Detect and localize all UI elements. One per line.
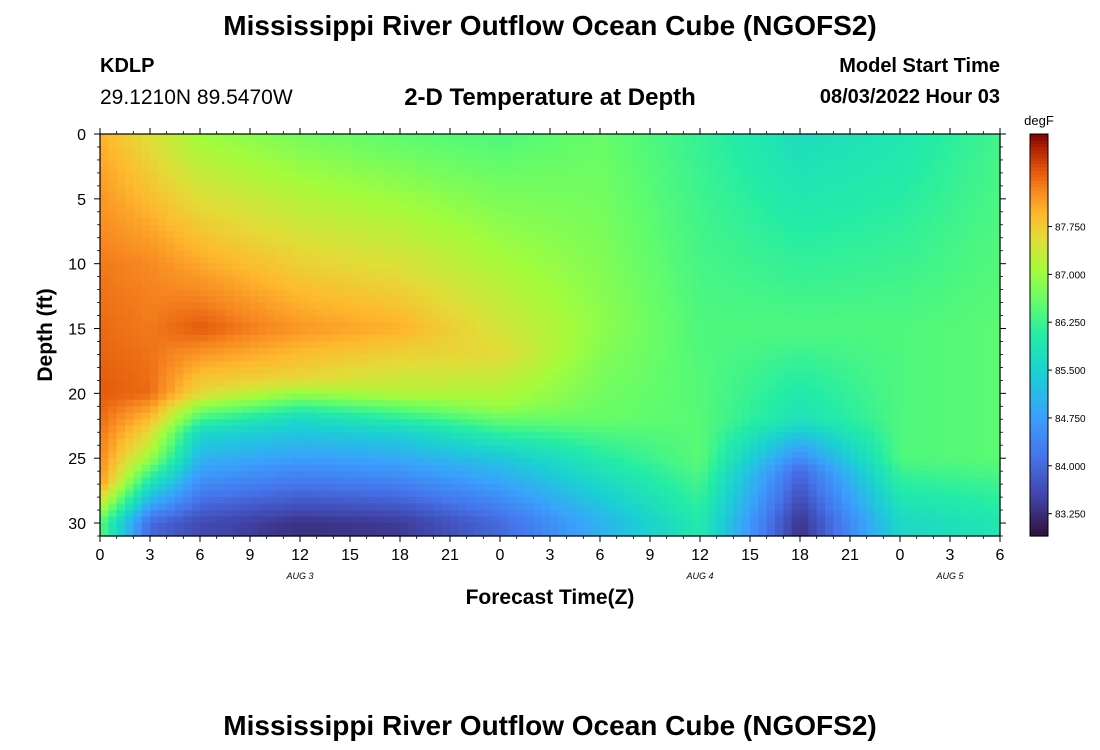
colorbar-tick-label: 83.250 xyxy=(1055,510,1086,521)
colorbar-frame xyxy=(1029,133,1049,537)
date-label: AUG 5 xyxy=(935,571,964,581)
x-tick-label: 6 xyxy=(196,547,205,564)
product-title: 2-D Temperature at Depth xyxy=(404,84,696,111)
model-start-time-label: Model Start Time xyxy=(839,55,1000,77)
y-axis: 0 5 10 15 20 25 30 Depth (ft) xyxy=(34,127,1006,537)
heatmap-chart: 0 3 6 9 12 15 18 21 0 3 6 9 12 15 18 21 0 3 6 AUG 3 AUG 4 AUG… xyxy=(34,113,1086,609)
x-tick-label: 3 xyxy=(146,547,155,564)
x-tick-label: 12 xyxy=(691,547,709,564)
x-tick-label: 12 xyxy=(291,547,309,564)
colorbar-tick-label: 86.250 xyxy=(1055,318,1086,329)
y-tick-label: 25 xyxy=(68,451,86,468)
y-tick-label: 10 xyxy=(68,257,86,274)
y-tick-label: 15 xyxy=(68,322,86,339)
y-tick-label: 5 xyxy=(77,192,86,209)
colorbar: 83.250 84.000 84.750 85.500 86.250 87.000 87.7… xyxy=(1024,113,1086,537)
model-start-time-value: 08/03/2022 Hour 03 xyxy=(819,86,1000,108)
y-axis-title: Depth (ft) xyxy=(34,288,57,381)
x-tick-label: 21 xyxy=(841,547,859,564)
x-tick-label: 15 xyxy=(741,547,759,564)
station-id: KDLP xyxy=(100,55,155,77)
x-tick-label: 0 xyxy=(496,547,505,564)
x-tick-label: 18 xyxy=(391,547,409,564)
x-tick-label: 21 xyxy=(441,547,459,564)
x-tick-label: 15 xyxy=(341,547,359,564)
x-tick-label: 6 xyxy=(596,547,605,564)
x-tick-label: 3 xyxy=(946,547,955,564)
x-tick-label: 18 xyxy=(791,547,809,564)
chart-title: Mississippi River Outflow Ocean Cube (NG… xyxy=(223,10,877,41)
y-tick-label: 20 xyxy=(68,386,86,403)
footer-title: Mississippi River Outflow Ocean Cube (NG… xyxy=(223,710,877,741)
station-coordinates: 29.1210N 89.5470W xyxy=(100,86,293,109)
x-tick-label: 6 xyxy=(996,547,1005,564)
colorbar-tick-label: 87.000 xyxy=(1055,270,1086,281)
colorbar-tick-label: 84.000 xyxy=(1055,462,1086,473)
x-axis-title: Forecast Time(Z) xyxy=(466,586,635,609)
y-tick-label: 0 xyxy=(77,127,86,144)
x-tick-label: 0 xyxy=(896,547,905,564)
y-tick-label: 30 xyxy=(68,516,86,533)
colorbar-tick-label: 84.750 xyxy=(1055,414,1086,425)
colorbar-tick-label: 85.500 xyxy=(1055,366,1086,377)
x-tick-label: 9 xyxy=(246,547,255,564)
colorbar-tick-label: 87.750 xyxy=(1055,223,1086,234)
x-axis: 0 3 6 9 12 15 18 21 0 3 6 9 12 15 18 21 0 3 6 AUG 3 AUG 4 AUG… xyxy=(96,128,1005,609)
colorbar-unit: degF xyxy=(1024,113,1054,128)
date-label: AUG 3 xyxy=(285,571,313,581)
heatmap-cells xyxy=(100,134,1001,537)
date-label: AUG 4 xyxy=(685,571,713,581)
x-tick-label: 9 xyxy=(646,547,655,564)
x-tick-label: 3 xyxy=(546,547,555,564)
x-tick-label: 0 xyxy=(96,547,105,564)
